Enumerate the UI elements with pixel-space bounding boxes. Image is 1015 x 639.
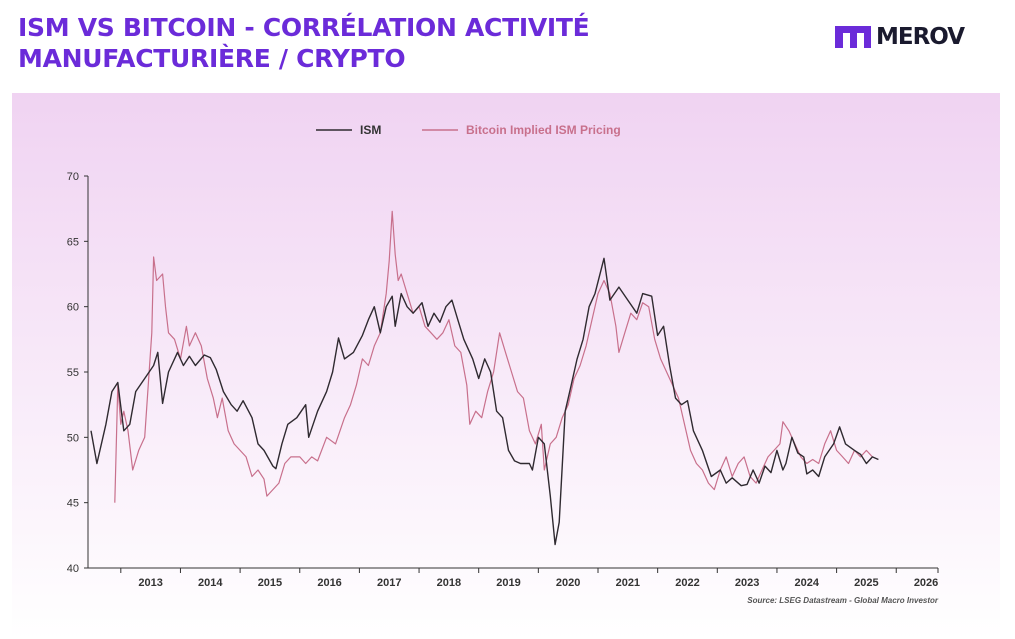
x-tick-label: 2018 — [437, 577, 461, 589]
x-tick-label: 2017 — [377, 577, 401, 589]
y-tick-label: 55 — [67, 367, 79, 379]
page-title: ISM VS BITCOIN - CORRÉLATION ACTIVITÉ MA… — [18, 12, 590, 74]
x-tick-label: 2025 — [854, 577, 878, 589]
x-tick-label: 2022 — [675, 577, 699, 589]
x-tick-label: 2019 — [496, 577, 520, 589]
x-tick-label: 2016 — [317, 577, 341, 589]
y-tick-label: 45 — [67, 498, 79, 510]
y-tick-label: 65 — [67, 236, 79, 248]
title-line-2: MANUFACTURIÈRE / CRYPTO — [18, 44, 406, 73]
x-tick-label: 2024 — [795, 577, 820, 589]
y-tick-label: 70 — [67, 171, 79, 183]
logo-text: MEROV — [876, 24, 965, 50]
x-tick-label: 2013 — [138, 577, 162, 589]
merov-logo: MEROV — [835, 24, 965, 50]
x-tick-label: 2026 — [914, 577, 938, 589]
y-tick-label: 60 — [67, 302, 79, 314]
merov-m-logo-icon — [835, 26, 871, 48]
y-tick-label: 50 — [67, 432, 79, 444]
ism-series-line — [90, 257, 879, 546]
title-line-1: ISM VS BITCOIN - CORRÉLATION ACTIVITÉ — [18, 13, 590, 42]
x-tick-label: 2015 — [258, 577, 282, 589]
line-chart: 40 45 50 55 60 65 70 2013 2014 2015 2016 2017 2018 20… — [12, 93, 1000, 639]
chart-container: 40 45 50 55 60 65 70 2013 2014 2015 2016 2017 2018 20… — [12, 93, 1000, 639]
legend-item-ism-label: ISM — [360, 123, 381, 137]
x-tick-label: 2023 — [735, 577, 759, 589]
x-tick-label: 2014 — [198, 577, 223, 589]
x-tick-label: 2020 — [556, 577, 580, 589]
bitcoin-implied-series-line — [114, 210, 873, 503]
source-label: Source: LSEG Datastream - Global Macro I… — [747, 596, 939, 605]
legend-item-bitcoin-label: Bitcoin Implied ISM Pricing — [466, 123, 621, 137]
x-tick-label: 2021 — [616, 577, 640, 589]
chart-background — [12, 93, 1000, 639]
y-tick-label: 40 — [67, 563, 79, 575]
